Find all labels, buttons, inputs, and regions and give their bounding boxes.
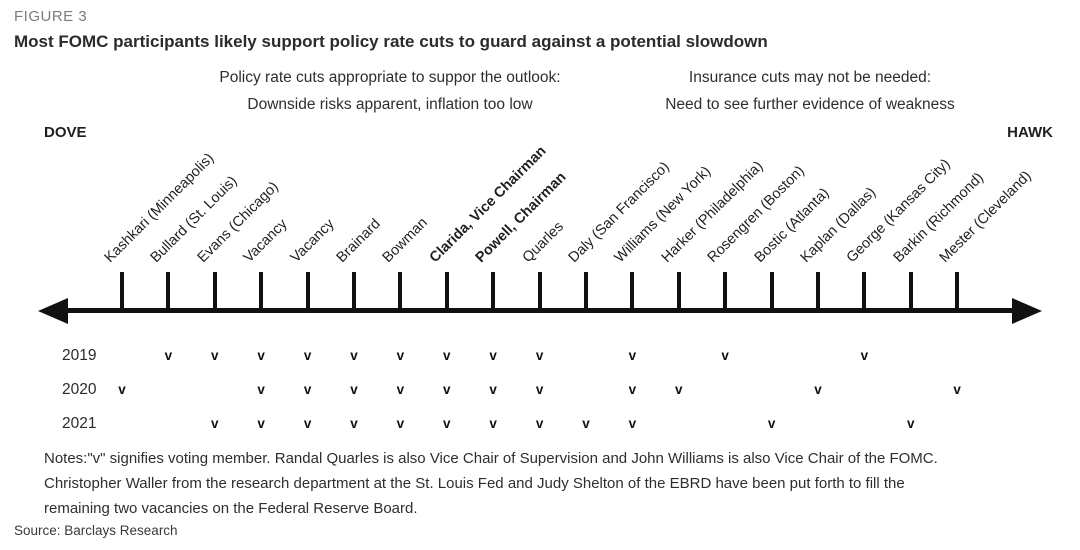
hawk-side-annotation: Insurance cuts may not be needed: Need t…	[600, 64, 1020, 118]
participant-label: Evans (Chicago)	[194, 178, 282, 266]
year-label: 2019	[62, 347, 97, 364]
axis-tick	[584, 272, 588, 310]
vote-mark: v	[535, 382, 544, 397]
figure-number-label: FIGURE 3	[14, 8, 88, 25]
right-arrowhead-icon	[1012, 297, 1042, 324]
vote-mark: v	[535, 348, 544, 363]
axis-tick	[955, 272, 960, 310]
vote-mark: v	[489, 416, 497, 431]
participant-label: Mester (Cleveland)	[936, 168, 1035, 266]
year-label: 2021	[62, 415, 97, 432]
vote-mark: v	[443, 382, 451, 397]
vote-mark: v	[211, 416, 219, 431]
vote-mark: v	[350, 382, 358, 397]
hawk-annotation-line-1: Insurance cuts may not be needed:	[688, 69, 932, 86]
hawk-annotation-line-2: Need to see further evidence of weakness	[665, 96, 955, 113]
axis-tick	[259, 272, 264, 310]
year-label: 2020	[62, 381, 97, 398]
vote-mark: v	[860, 348, 869, 363]
axis-tick	[398, 272, 403, 310]
vote-mark: v	[257, 382, 265, 397]
axis-tick	[676, 272, 681, 310]
notes-line-3: remaining two vacancies on the Federal R…	[44, 500, 418, 517]
hawk-label: HAWK	[1007, 124, 1053, 141]
vote-mark: v	[443, 416, 451, 431]
axis-tick	[723, 272, 728, 310]
vote-mark: v	[396, 416, 405, 431]
source-attribution: Source: Barclays Research	[14, 523, 178, 538]
participant-label: Bowman	[380, 214, 432, 266]
axis-tick	[537, 272, 542, 310]
vote-mark: v	[814, 382, 822, 397]
axis-tick	[862, 272, 867, 310]
participant-label: Quarles	[519, 218, 567, 266]
left-arrowhead-icon	[38, 297, 68, 324]
vote-mark: v	[350, 416, 358, 431]
axis-tick	[212, 272, 217, 310]
vote-mark: v	[721, 348, 729, 363]
vote-mark: v	[396, 348, 405, 363]
vote-mark: v	[907, 416, 915, 431]
vote-mark: v	[303, 382, 312, 397]
vote-mark: v	[396, 382, 405, 397]
axis-tick	[444, 272, 449, 310]
axis-line	[56, 308, 1024, 313]
vote-mark: v	[767, 416, 776, 431]
axis-tick	[305, 272, 310, 310]
vote-mark: v	[257, 348, 265, 363]
vote-mark: v	[628, 382, 637, 397]
axis-tick	[908, 272, 913, 310]
axis-tick	[816, 272, 820, 310]
vote-mark: v	[443, 348, 451, 363]
axis-tick	[630, 272, 635, 310]
participant-label: Vacancy	[287, 216, 338, 266]
dove-side-annotation: Policy rate cuts appropriate to suppor t…	[180, 64, 600, 118]
notes-block: Notes:"v" signifies voting member. Randa…	[44, 446, 938, 521]
vote-mark: v	[628, 348, 637, 363]
notes-line-2: Christopher Waller from the research dep…	[44, 475, 905, 492]
vote-mark: v	[257, 416, 265, 431]
vote-mark: v	[675, 382, 683, 397]
axis-tick	[352, 272, 356, 310]
dove-annotation-line-1: Policy rate cuts appropriate to suppor t…	[219, 69, 561, 86]
vote-mark: v	[164, 348, 173, 363]
vote-mark: v	[350, 348, 358, 363]
vote-mark: v	[303, 416, 312, 431]
vote-mark: v	[582, 416, 590, 431]
vote-mark: v	[628, 416, 637, 431]
vote-mark: v	[953, 382, 961, 397]
figure-title: Most FOMC participants likely support po…	[14, 32, 768, 51]
vote-mark: v	[118, 382, 126, 397]
vote-mark: v	[211, 348, 219, 363]
vote-mark: v	[535, 416, 544, 431]
axis-tick	[166, 272, 171, 310]
axis-tick	[491, 272, 496, 310]
notes-line-1: Notes:"v" signifies voting member. Randa…	[44, 450, 938, 467]
vote-mark: v	[489, 382, 497, 397]
dove-label: DOVE	[44, 124, 87, 141]
vote-mark: v	[489, 348, 497, 363]
participant-label: Brainard	[333, 215, 384, 266]
participant-label: Bullard (St. Louis)	[148, 173, 241, 266]
dove-annotation-line-2: Downside risks apparent, inflation too l…	[247, 96, 533, 113]
axis-tick	[769, 272, 774, 310]
vote-mark: v	[303, 348, 312, 363]
axis-tick	[120, 272, 124, 310]
